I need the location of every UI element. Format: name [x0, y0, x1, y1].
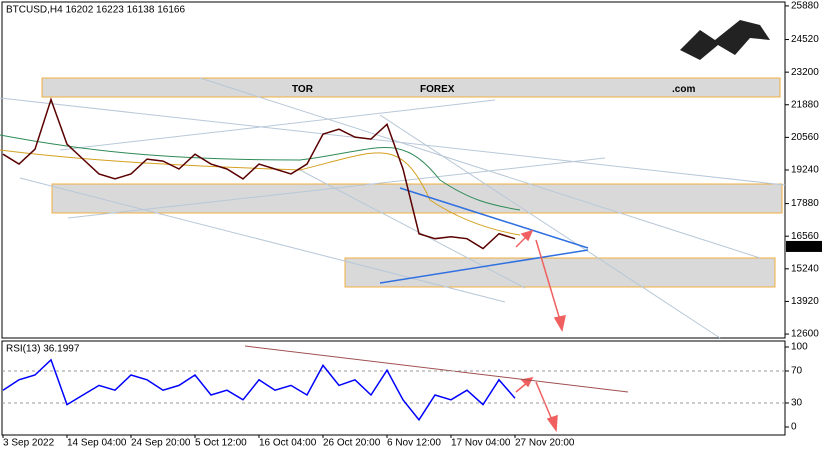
- x-tick-label: 3 Sep 2022: [3, 438, 55, 449]
- x-tick-label: 5 Oct 12:00: [195, 438, 247, 449]
- rsi-trend-line: [244, 345, 629, 393]
- x-tick-label: 14 Sep 04:00: [67, 438, 127, 449]
- y-tick-label: 30: [791, 398, 803, 409]
- rsi-panel: [1, 340, 786, 436]
- y-tick-label: 70: [791, 366, 803, 377]
- y-tick-label: 100: [791, 342, 808, 353]
- zone: [344, 257, 776, 288]
- y-tick-label: 24520: [791, 34, 819, 45]
- y-tick-label: 19240: [791, 165, 819, 176]
- x-tick-label: 17 Nov 04:00: [451, 438, 511, 449]
- triangle-line: [399, 187, 589, 249]
- price-title: BTCUSD,H4 16202 16223 16138 16166: [6, 5, 185, 16]
- y-tick-label: 23200: [791, 67, 819, 78]
- y-tick-label: 20560: [791, 132, 819, 143]
- y-tick-label: 25880: [791, 1, 819, 12]
- logo-bull: [680, 20, 770, 60]
- forecast-arrows: [515, 229, 566, 433]
- price-tag: [786, 240, 822, 252]
- y-tick-label: 12600: [791, 329, 819, 340]
- rsi-title: RSI(13) 36.1997: [6, 344, 80, 355]
- y-tick-label: 13920: [791, 296, 819, 307]
- price-line: [2, 97, 516, 250]
- zone: [51, 183, 783, 214]
- zone: [41, 77, 781, 98]
- x-tick-label: 24 Sep 20:00: [131, 438, 191, 449]
- x-tick-label: 27 Nov 20:00: [515, 438, 575, 449]
- watermark: FOREX: [420, 84, 455, 95]
- price-panel: [1, 1, 786, 339]
- y-tick-label: 15240: [791, 263, 819, 274]
- y-tick-label: 16560: [791, 231, 819, 242]
- y-tick-label: 0: [791, 422, 797, 433]
- y-tick-label: 17880: [791, 198, 819, 209]
- x-tick-label: 6 Nov 12:00: [387, 438, 441, 449]
- moving-average: [0, 134, 521, 211]
- triangle-line: [379, 249, 589, 284]
- x-tick-label: 16 Oct 04:00: [259, 438, 317, 449]
- y-tick-label: 21880: [791, 99, 819, 110]
- x-tick-label: 26 Oct 20:00: [323, 438, 381, 449]
- watermark: .com: [672, 84, 695, 95]
- trend-lines: [0, 77, 786, 339]
- price-tag-label: 16166: [790, 241, 818, 252]
- price-line: [2, 358, 516, 422]
- moving-average: [0, 149, 521, 236]
- watermark: TOR: [292, 84, 314, 95]
